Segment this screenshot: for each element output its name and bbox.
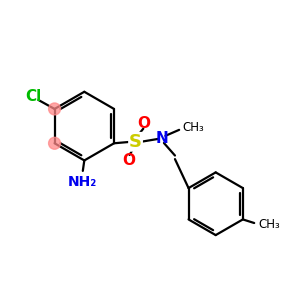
Text: N: N bbox=[156, 131, 169, 146]
Text: NH₂: NH₂ bbox=[68, 176, 98, 189]
Circle shape bbox=[49, 137, 61, 149]
Text: Cl: Cl bbox=[25, 89, 41, 104]
Text: O: O bbox=[122, 153, 136, 168]
Text: CH₃: CH₃ bbox=[183, 121, 205, 134]
Text: CH₃: CH₃ bbox=[258, 218, 280, 231]
Circle shape bbox=[49, 103, 61, 115]
Text: S: S bbox=[129, 133, 142, 151]
Text: O: O bbox=[137, 116, 150, 131]
